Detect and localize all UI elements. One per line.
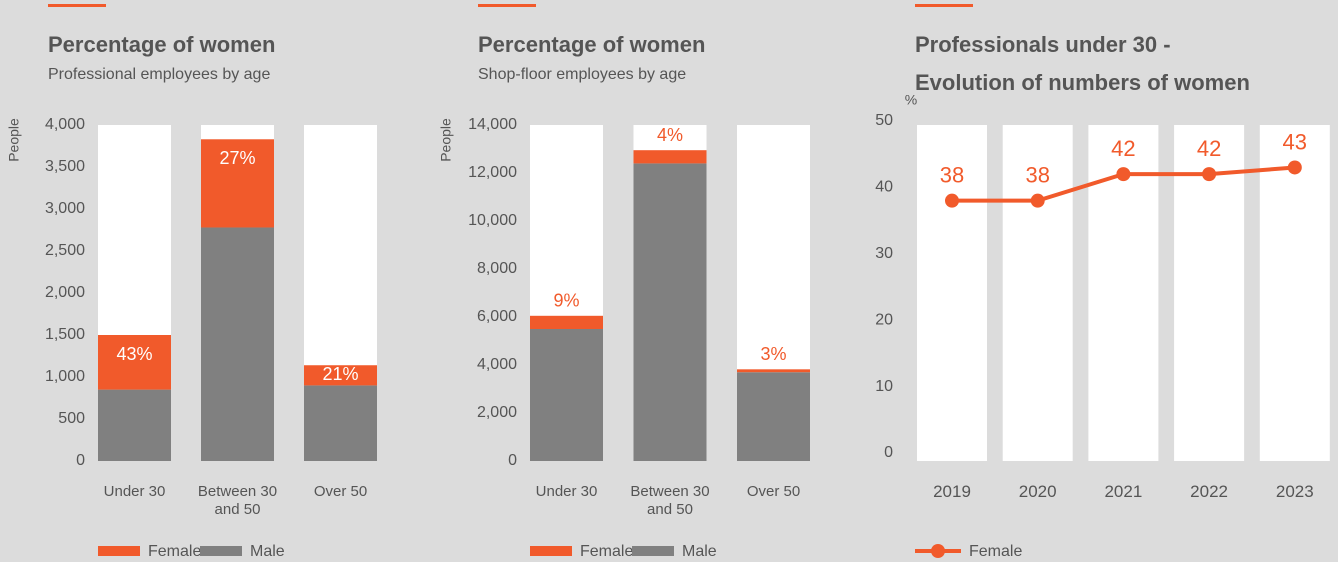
bar-segment [98, 335, 171, 390]
y-tick-label: 0 [884, 444, 893, 461]
share-label: 3% [760, 344, 786, 364]
x-tick-label: 2019 [933, 482, 971, 501]
y-tick-label: 40 [875, 179, 893, 196]
value-label: 43 [1283, 129, 1307, 154]
bar-segment [304, 365, 377, 386]
y-tick-label: 10 [875, 378, 893, 395]
legend-label: Female [580, 543, 633, 560]
y-tick-label: 14,000 [468, 116, 517, 133]
y-axis-label: People [6, 118, 22, 162]
y-tick-label: 2,000 [45, 284, 85, 301]
y-tick-label: 2,500 [45, 242, 85, 259]
value-label: 38 [940, 162, 964, 187]
y-tick-label: 6,000 [477, 308, 517, 325]
point [1116, 167, 1131, 182]
bar-segment [201, 139, 274, 228]
y-tick-label: 1,000 [45, 368, 85, 385]
share-label: 4% [657, 125, 683, 145]
x-tick-label: 2022 [1190, 482, 1228, 501]
y-tick-label: 3,500 [45, 158, 85, 175]
legend-swatch [530, 546, 572, 556]
point [1030, 193, 1045, 208]
bar-segment [530, 315, 603, 329]
point [1202, 167, 1217, 182]
bar-segment [201, 227, 274, 461]
y-tick-label: 0 [508, 452, 517, 469]
x-tick-label: 2023 [1275, 482, 1314, 501]
x-tick-label: Under 30 [103, 483, 166, 500]
x-tick-label: 2020 [1018, 482, 1057, 501]
y-tick-label: 30 [875, 245, 893, 262]
x-tick-label: Between 30 and 50 [630, 483, 710, 518]
value-label: 42 [1197, 136, 1221, 161]
accent-bar [478, 4, 536, 7]
legend-swatch [98, 546, 140, 556]
y-tick-label: 10,000 [468, 212, 517, 229]
legend-label: Male [682, 543, 717, 560]
bar-segment [737, 372, 810, 461]
y-tick-label: 20 [875, 311, 893, 328]
y-tick-label: 12,000 [468, 164, 517, 181]
legend-label: Female [148, 543, 201, 560]
column-background [1002, 125, 1073, 461]
y-axis-label: People [438, 118, 454, 162]
legend-label: Male [250, 543, 285, 560]
y-tick-label: 0 [76, 452, 85, 469]
y-tick-label: 50 [875, 112, 893, 129]
accent-bar [915, 4, 973, 7]
bar-segment [304, 385, 377, 461]
chart-title: Professionals under 30 - Evolution of nu… [915, 32, 1250, 95]
bar-segment [737, 369, 810, 373]
legend-label: Female [969, 543, 1022, 560]
share-label: 21% [322, 364, 358, 384]
chart-title: Percentage of women [478, 32, 706, 57]
point [945, 193, 959, 208]
y-axis-label: % [905, 92, 917, 108]
column-background [1259, 125, 1330, 461]
y-tick-label: 3,000 [45, 200, 85, 217]
chart-title: Percentage of women [48, 32, 276, 57]
x-tick-label: Under 30 [535, 483, 598, 500]
y-tick-label: 8,000 [477, 260, 517, 277]
share-label: 43% [116, 344, 152, 364]
legend-dot [931, 544, 945, 558]
y-tick-label: 2,000 [477, 404, 517, 421]
x-tick-label: 2021 [1104, 482, 1143, 501]
bar-segment [633, 163, 707, 461]
y-tick-label: 500 [58, 410, 85, 427]
y-tick-label: 1,500 [45, 326, 85, 343]
chart-subtitle: Shop-floor employees by age [478, 66, 687, 83]
column-background [917, 125, 987, 461]
point [1287, 160, 1302, 175]
value-label: 38 [1025, 162, 1049, 187]
accent-bar [48, 4, 106, 7]
value-label: 42 [1111, 136, 1135, 161]
x-tick-label: Between 30 and 50 [197, 483, 278, 518]
bar-segment [633, 150, 707, 164]
chart-subtitle: Professional employees by age [48, 66, 271, 83]
x-tick-label: Over 50 [313, 483, 368, 500]
bar-segment [530, 329, 603, 461]
share-label: 9% [553, 291, 579, 311]
x-tick-label: Over 50 [746, 483, 801, 500]
share-label: 27% [219, 148, 255, 168]
legend-swatch [632, 546, 674, 556]
y-tick-label: 4,000 [45, 116, 85, 133]
legend-swatch [200, 546, 242, 556]
y-tick-label: 4,000 [477, 356, 517, 373]
bar-segment [98, 389, 171, 461]
